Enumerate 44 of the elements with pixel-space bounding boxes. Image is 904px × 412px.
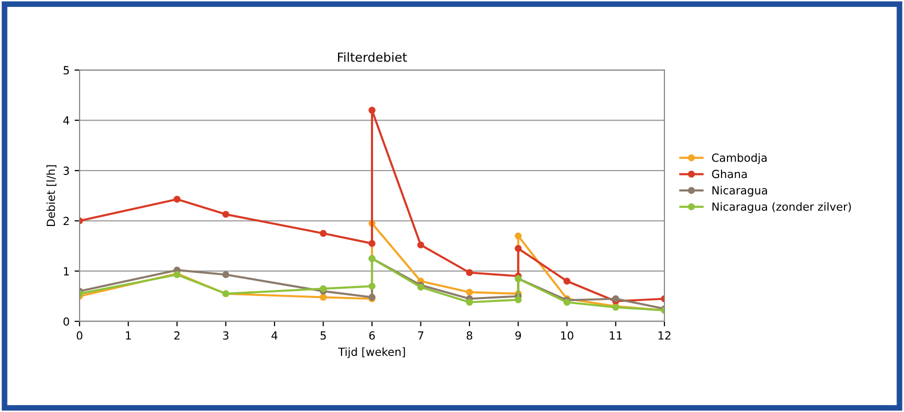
legend-label: Nicaragua (zonder zilver)	[712, 202, 851, 213]
point	[466, 269, 473, 276]
x-tick-label: 0	[76, 331, 82, 340]
point	[222, 210, 230, 218]
x-tick-label: 8	[466, 331, 472, 340]
y-tick-label: 3	[64, 166, 69, 175]
point	[417, 241, 424, 248]
point	[368, 106, 376, 114]
point	[514, 232, 522, 240]
legend-label: Nicaragua	[712, 186, 767, 197]
point	[466, 288, 473, 296]
x-tick-label: 5	[320, 331, 326, 340]
point	[514, 296, 522, 304]
point	[320, 294, 327, 301]
x-tick-label: 12	[658, 331, 670, 340]
y-tick-label: 5	[64, 66, 69, 74]
y-tick-label: 4	[63, 116, 70, 125]
point	[174, 196, 181, 203]
y-axis-title: Debiet [l/h]	[46, 165, 56, 226]
point	[514, 245, 522, 252]
legend-label: Ghana	[712, 170, 747, 178]
y-tick-label: 1	[64, 267, 69, 276]
y-tick-label: 0	[63, 317, 70, 326]
point	[466, 298, 473, 306]
chart-title: Filterdebiet	[338, 52, 407, 62]
point	[612, 295, 620, 302]
point	[222, 271, 230, 278]
legend-label: Cambodja	[712, 153, 767, 164]
x-tick-label: 2	[174, 331, 180, 340]
x-tick-label: 9	[515, 331, 521, 340]
point	[320, 230, 327, 237]
x-tick-label: 10	[561, 331, 574, 340]
point	[563, 278, 570, 285]
x-tick-label: 1	[126, 331, 131, 340]
x-axis-title: Tijd [weken]	[338, 347, 405, 358]
x-tick-label: 6	[369, 331, 375, 340]
point	[368, 282, 376, 290]
y-tick-label: 2	[64, 216, 69, 226]
point	[320, 285, 327, 292]
x-tick-label: 11	[610, 331, 622, 340]
x-tick-label: 3	[223, 331, 228, 340]
x-tick-label: 4	[272, 331, 278, 340]
point	[368, 240, 376, 247]
x-tick-label: 7	[418, 331, 424, 340]
